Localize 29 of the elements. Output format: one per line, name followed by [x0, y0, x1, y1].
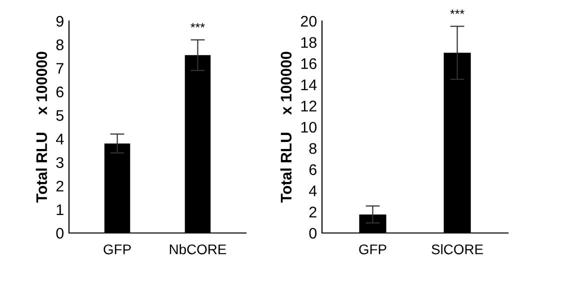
y-tick-label: 4 — [308, 186, 317, 196]
annotation: *** — [450, 10, 464, 14]
y-tick-label: 14 — [301, 80, 317, 90]
annotation: *** — [190, 23, 205, 28]
y-tick-label: 9 — [56, 16, 64, 27]
y-tick-label: 20 — [300, 16, 317, 27]
y-tick-label: 7 — [56, 63, 64, 74]
x-tick-label: GFP — [359, 244, 386, 254]
y-axis-title: Total RLU x 100000 — [280, 52, 292, 203]
y-tick-label: 16 — [301, 58, 316, 70]
y-tick-label: 5 — [56, 110, 64, 121]
x-tick-label: NbCORE — [170, 244, 226, 254]
y-tick-label: 6 — [309, 164, 316, 176]
y-tick-label: 2 — [56, 180, 64, 192]
y-tick-label: 2 — [309, 206, 316, 218]
y-tick-label: 3 — [56, 157, 64, 168]
x-tick-label: SlCORE — [432, 244, 483, 254]
x-tick-label: GFP — [104, 244, 131, 254]
y-tick-label: 10 — [301, 122, 317, 133]
y-tick-label: 0 — [309, 228, 317, 239]
y-tick-label: 8 — [309, 143, 316, 154]
y-axis-title: Total RLU x 100000 — [36, 52, 48, 203]
y-tick-label: 6 — [56, 86, 64, 98]
y-tick-label: 1 — [56, 204, 64, 215]
y-tick-label: 12 — [301, 100, 316, 112]
y-tick-label: 0 — [56, 228, 64, 239]
y-tick-label: 4 — [56, 134, 64, 144]
y-tick-label: 18 — [301, 37, 316, 48]
y-tick-label: 8 — [56, 39, 64, 50]
